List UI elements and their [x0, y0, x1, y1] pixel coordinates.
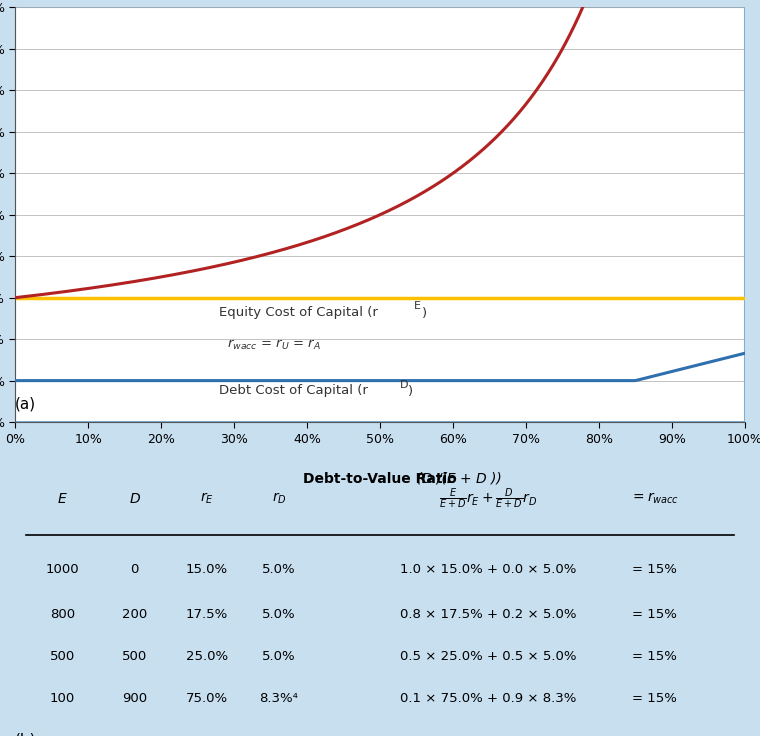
Text: 15.0%: 15.0% [185, 563, 228, 576]
Text: 17.5%: 17.5% [185, 608, 228, 620]
FancyBboxPatch shape [15, 7, 745, 422]
Text: 5.0%: 5.0% [262, 563, 296, 576]
Text: (b): (b) [15, 732, 36, 736]
Text: $D$: $D$ [128, 492, 141, 506]
Text: $E$: $E$ [57, 492, 68, 506]
Text: 0.8 × 17.5% + 0.2 × 5.0%: 0.8 × 17.5% + 0.2 × 5.0% [400, 608, 577, 620]
Text: 800: 800 [49, 608, 75, 620]
Text: 500: 500 [122, 650, 147, 662]
Text: 25.0%: 25.0% [185, 650, 228, 662]
Text: = 15%: = 15% [632, 608, 677, 620]
Text: 100: 100 [49, 692, 75, 704]
Text: Debt Cost of Capital (r: Debt Cost of Capital (r [220, 384, 369, 397]
Text: E: E [414, 301, 421, 311]
Text: 1000: 1000 [46, 563, 79, 576]
Text: ): ) [423, 306, 427, 319]
Text: 900: 900 [122, 692, 147, 704]
Text: 1.0 × 15.0% + 0.0 × 5.0%: 1.0 × 15.0% + 0.0 × 5.0% [400, 563, 577, 576]
Text: 200: 200 [122, 608, 147, 620]
Text: 0.1 × 75.0% + 0.9 × 8.3%: 0.1 × 75.0% + 0.9 × 8.3% [400, 692, 577, 704]
Text: $r_E$: $r_E$ [200, 491, 214, 506]
Text: 8.3%⁴: 8.3%⁴ [259, 692, 299, 704]
Text: = 15%: = 15% [632, 692, 677, 704]
Text: (D /(E + D )): (D /(E + D )) [258, 472, 502, 486]
Text: ): ) [407, 386, 413, 398]
Text: 500: 500 [49, 650, 75, 662]
Text: $r_D$: $r_D$ [271, 491, 287, 506]
Text: D: D [400, 381, 408, 390]
Text: 75.0%: 75.0% [185, 692, 228, 704]
Text: 5.0%: 5.0% [262, 650, 296, 662]
Text: $= r_{wacc}$: $= r_{wacc}$ [630, 491, 679, 506]
Text: 0: 0 [130, 563, 139, 576]
Text: $r_{wacc}$ = $r_U$ = $r_A$: $r_{wacc}$ = $r_U$ = $r_A$ [226, 339, 321, 353]
Text: Debt-to-Value Ratio: Debt-to-Value Ratio [303, 472, 457, 486]
Text: Equity Cost of Capital (r: Equity Cost of Capital (r [220, 305, 378, 319]
Text: = 15%: = 15% [632, 563, 677, 576]
Text: $\frac{E}{E+D}r_E + \frac{D}{E+D}r_D$: $\frac{E}{E+D}r_E + \frac{D}{E+D}r_D$ [439, 486, 537, 511]
Text: 0.5 × 25.0% + 0.5 × 5.0%: 0.5 × 25.0% + 0.5 × 5.0% [400, 650, 577, 662]
Text: (a): (a) [15, 396, 36, 411]
Text: = 15%: = 15% [632, 650, 677, 662]
Text: 5.0%: 5.0% [262, 608, 296, 620]
